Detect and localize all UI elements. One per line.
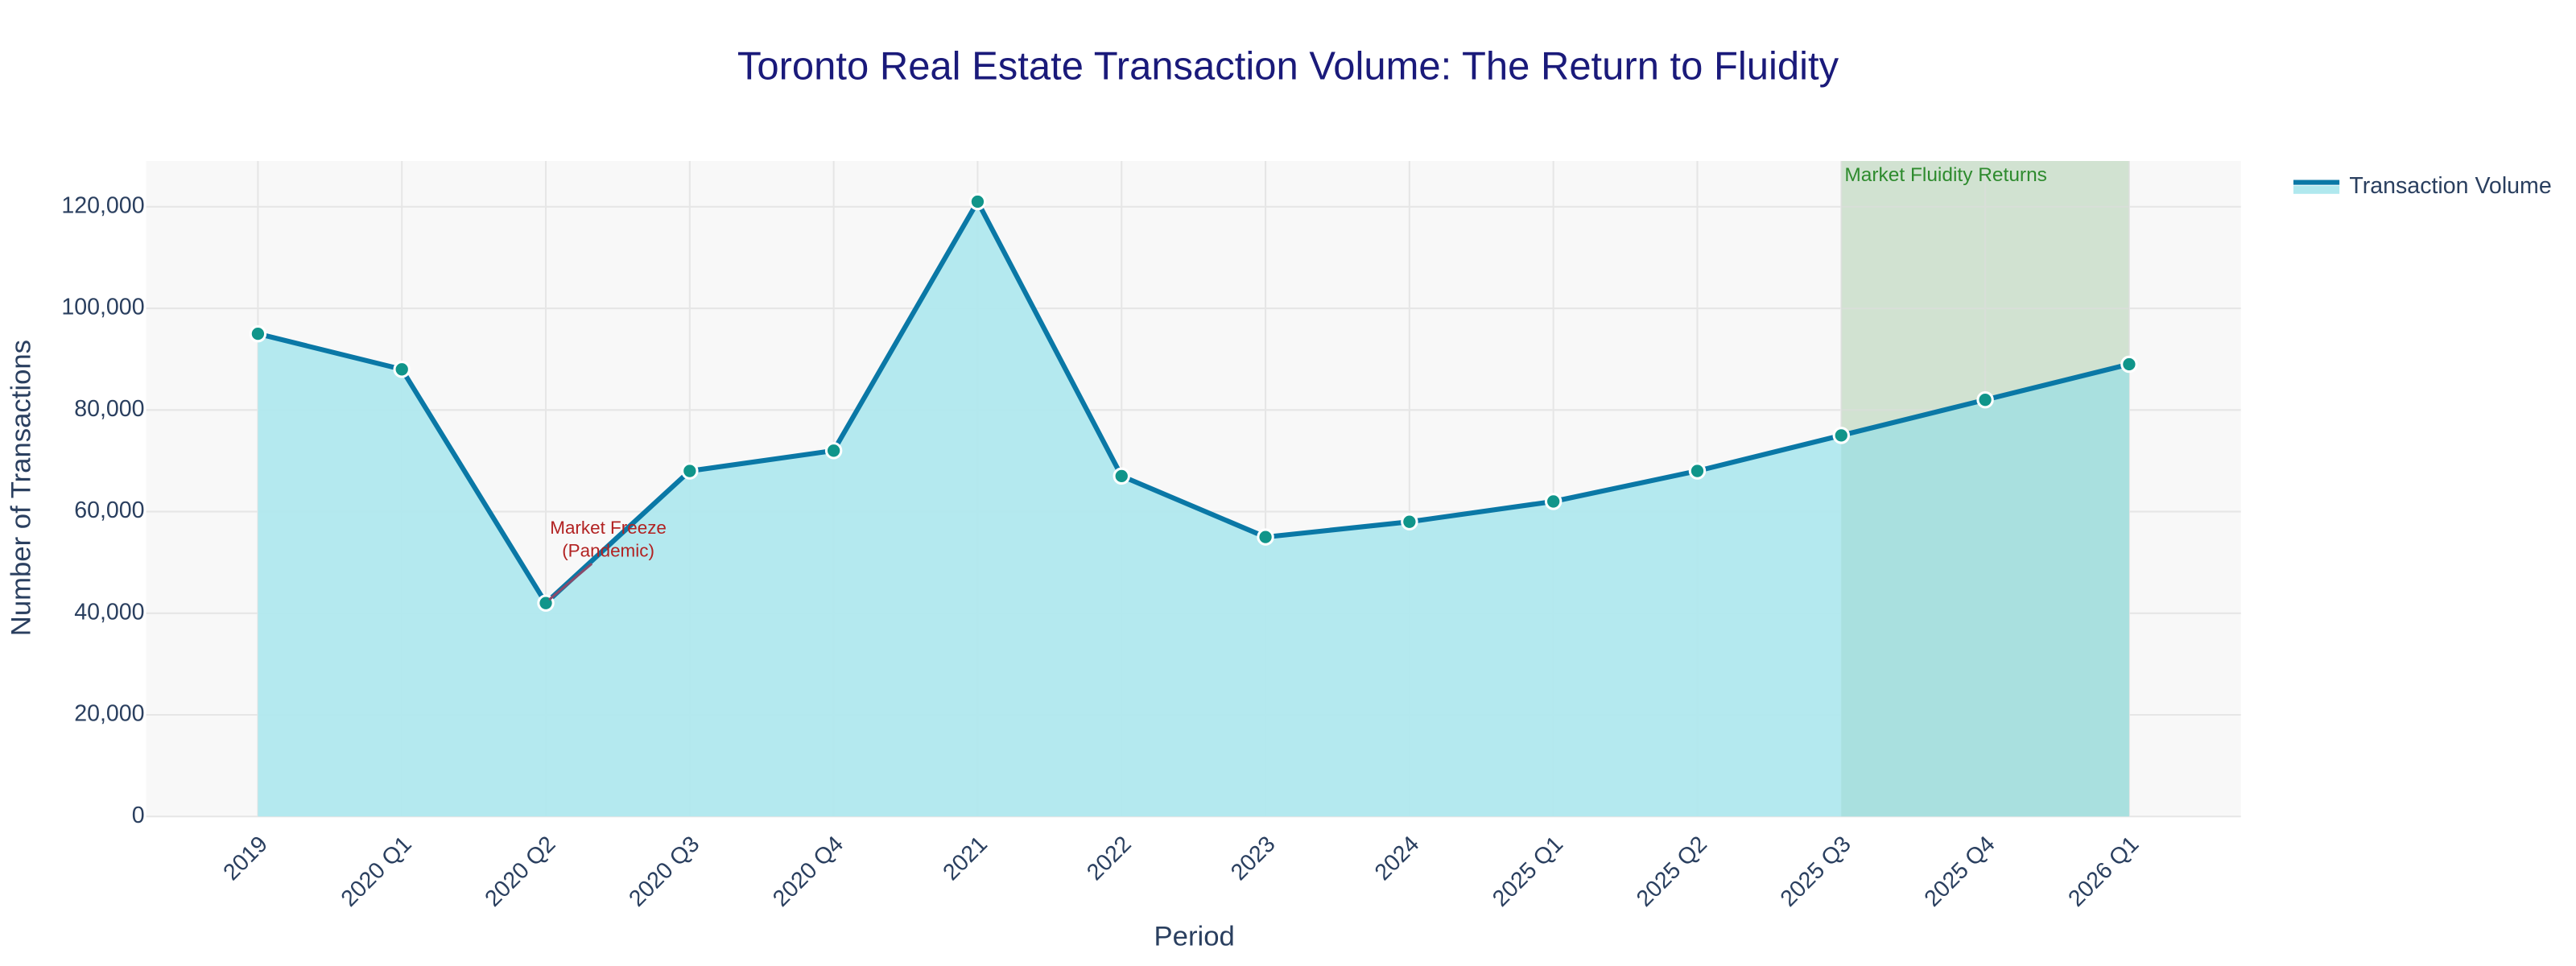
point <box>1401 513 1418 530</box>
point <box>1832 427 1850 444</box>
y-tick-label: 80,000 <box>74 396 144 422</box>
y-tick-label: 60,000 <box>74 497 144 523</box>
point <box>681 462 699 480</box>
point <box>1976 390 1994 409</box>
annotation-text: Market Freeze <box>550 518 667 538</box>
y-tick-label: 40,000 <box>74 599 144 625</box>
annotation-text: (Pandemic) <box>562 541 654 561</box>
point <box>1257 528 1274 546</box>
point <box>1113 467 1130 485</box>
y-axis-title: Number of Transactions <box>6 340 37 636</box>
point <box>968 192 987 211</box>
chart-title: Toronto Real Estate Transaction Volume: … <box>737 45 1839 89</box>
annotation-arrow <box>548 563 593 601</box>
y-tick-label: 100,000 <box>61 295 144 320</box>
highlight-label: Market Fluidity Returns <box>1844 164 2047 186</box>
point <box>1688 462 1707 480</box>
y-tick-label: 20,000 <box>74 701 144 727</box>
point <box>249 324 267 343</box>
y-tick-label: 120,000 <box>61 192 144 218</box>
highlight-overlay <box>1841 161 2129 817</box>
point <box>2120 355 2138 374</box>
point <box>1544 493 1563 510</box>
y-tick-label: 0 <box>132 803 145 828</box>
point <box>393 361 411 378</box>
point <box>824 442 843 460</box>
legend-swatch-fill <box>2293 185 2340 194</box>
legend-label: Transaction Volume <box>2349 173 2551 199</box>
x-axis-title: Period <box>1154 921 1235 952</box>
